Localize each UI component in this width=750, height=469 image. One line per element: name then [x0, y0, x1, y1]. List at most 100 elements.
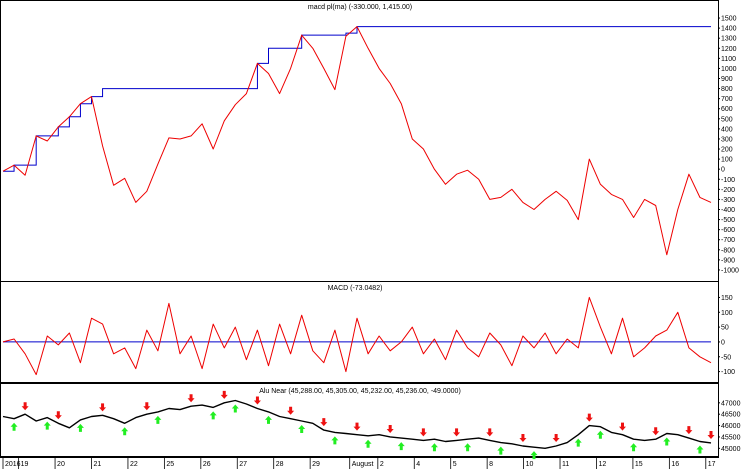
x-tick-label: 21 [94, 461, 102, 468]
buy-arrow-icon [10, 422, 18, 431]
buy-arrow-icon [231, 404, 239, 413]
buy-arrow-icon [298, 425, 306, 434]
x-tick-label: 2016 [5, 461, 21, 468]
y-tick-label: 0 [721, 167, 725, 174]
x-tick-label: 15 [635, 461, 643, 468]
buy-arrow-icon [331, 436, 339, 445]
y-tick-label: -1000 [721, 267, 739, 274]
y-tick-label: -200 [721, 187, 735, 194]
x-tick-label: 5 [453, 461, 457, 468]
sell-arrow-icon [486, 428, 494, 437]
x-tick-label: 27 [239, 461, 247, 468]
x-tick-label: 11 [562, 461, 569, 468]
sell-arrow-icon [386, 424, 394, 433]
y-tick-label: 100 [721, 157, 733, 164]
macd-panel-title: MACD (-73.0482) [328, 285, 383, 292]
sell-arrow-icon [287, 406, 295, 415]
buy-arrow-icon [696, 445, 704, 454]
x-tick-label: 28 [276, 461, 284, 468]
y-tick-label: 50 [721, 325, 729, 332]
buy-arrow-icon [663, 437, 671, 446]
y-tick-label: 400 [721, 126, 733, 133]
price-panel-frame [0, 383, 719, 457]
sell-arrow-icon [585, 413, 593, 422]
y-tick-label: 45500 [721, 434, 741, 441]
sell-arrow-icon [220, 390, 228, 399]
pl-y-axis: 1500140013001200110010009008007006005004… [718, 16, 739, 274]
macd-panel-frame [0, 281, 719, 383]
pl-plot-area [2, 26, 712, 256]
buy-arrow-icon [43, 421, 51, 430]
x-tick-label: 17 [708, 461, 716, 468]
y-tick-label: 600 [721, 106, 733, 113]
y-tick-label: 100 [721, 310, 733, 317]
sell-arrow-icon [99, 403, 107, 412]
x-tick-label: 12 [598, 461, 606, 468]
buy-arrow-icon [464, 443, 472, 452]
y-tick-label: -300 [721, 197, 735, 204]
macd-series-line [2, 296, 712, 376]
sell-arrow-icon [519, 434, 527, 443]
sell-arrow-icon [143, 402, 151, 411]
x-tick-label: 4 [416, 461, 420, 468]
sell-arrow-icon [685, 426, 693, 435]
sell-arrow-icon [21, 402, 29, 411]
y-tick-label: 1000 [721, 66, 737, 73]
x-tick-label: 20 [57, 461, 65, 468]
y-tick-label: -100 [721, 177, 735, 184]
buy-arrow-icon [574, 438, 582, 447]
y-tick-label: 300 [721, 136, 733, 143]
buy-arrow-icon [630, 443, 638, 452]
pl-running-max-line [3, 26, 711, 172]
buy-arrow-icon [265, 415, 272, 424]
price-y-axis: 47000 46500 46000 45500 45000 [718, 400, 741, 453]
sell-arrow-icon [253, 396, 261, 405]
y-tick-label: 46500 [721, 412, 741, 419]
buy-arrow-icon [497, 446, 505, 455]
macd-plot-area [2, 296, 712, 376]
pl-panel-title: macd pl(ma) (-330.000, 1,415.00) [308, 4, 412, 11]
y-tick-label: -100 [721, 369, 735, 376]
y-tick-label: 0 [721, 339, 725, 346]
price-series-line [2, 399, 712, 449]
sell-arrow-icon [187, 394, 195, 403]
x-axis: 2016 19 20 21 22 25 26 27 28 29 August 2 4 5 8 10 11 12 15… [2, 457, 716, 469]
y-tick-label: 1100 [721, 56, 736, 63]
y-tick-label: 200 [721, 147, 733, 154]
macd-y-axis: 150 100 50 0 -50 -100 [718, 295, 735, 376]
buy-arrow-icon [121, 427, 129, 436]
y-tick-label: -700 [721, 237, 735, 244]
x-tick-label: 29 [312, 461, 320, 468]
y-tick-label: 500 [721, 116, 733, 123]
x-tick-label: 10 [526, 461, 534, 468]
y-tick-label: -800 [721, 247, 735, 254]
y-tick-label: 900 [721, 76, 733, 83]
x-tick-label: 16 [671, 461, 679, 468]
y-tick-label: -500 [721, 217, 735, 224]
buy-arrow-icon [364, 439, 372, 448]
y-tick-label: 800 [721, 86, 733, 93]
buy-arrow-icon [430, 443, 438, 452]
y-tick-label: 1200 [721, 46, 737, 53]
y-tick-label: 1400 [721, 26, 737, 33]
pl-panel-frame [0, 0, 719, 282]
buy-arrow-icon [530, 451, 538, 460]
pl-series-line [2, 26, 712, 256]
sell-arrow-icon [707, 430, 715, 439]
buy-arrow-icon [596, 430, 604, 439]
y-tick-label: -900 [721, 257, 735, 264]
y-tick-label: -400 [721, 207, 735, 214]
sell-arrow-icon [652, 427, 660, 436]
sell-arrow-icon [453, 428, 461, 437]
x-tick-label: 22 [130, 461, 138, 468]
sell-arrow-icon [320, 418, 328, 427]
y-tick-label: 1500 [721, 16, 737, 23]
sell-arrow-icon [353, 422, 361, 431]
price-plot-area [2, 390, 715, 460]
x-tick-label: 2 [380, 461, 384, 468]
y-tick-label: -600 [721, 227, 735, 234]
x-tick-label: 25 [166, 461, 174, 468]
y-tick-label: 46000 [721, 423, 741, 430]
sell-arrow-icon [54, 411, 62, 420]
